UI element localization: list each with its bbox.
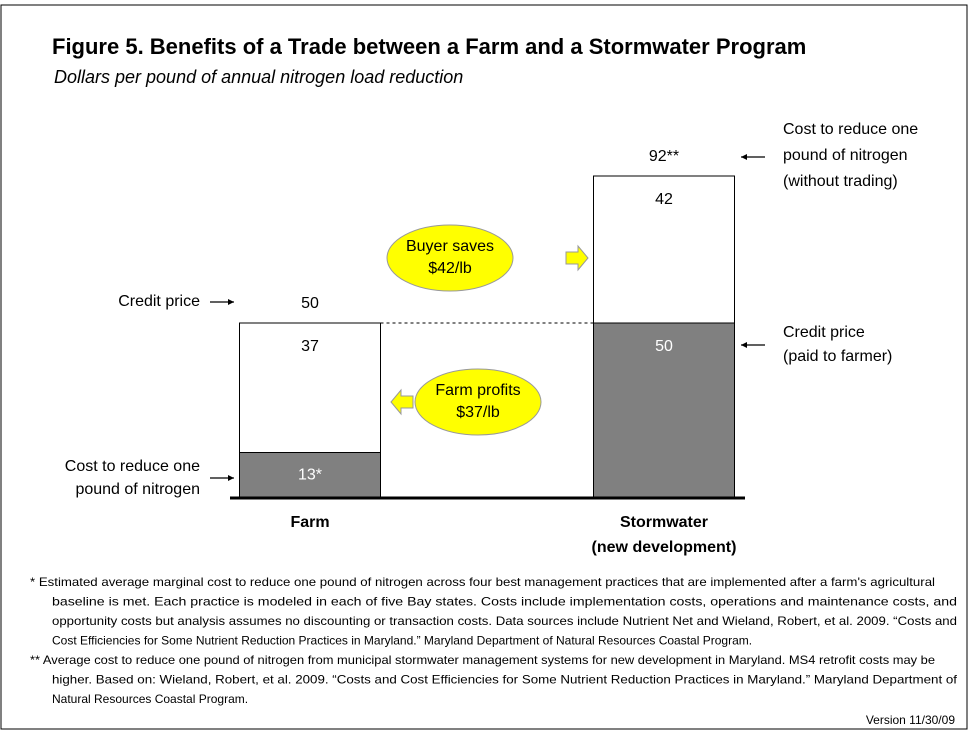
- x-tick-label: Stormwater (new development): [592, 514, 737, 556]
- x-tick-label: Farm: [290, 514, 329, 531]
- annotation: $42/lb: [428, 260, 472, 277]
- footnote: Cost Efficiencies for Some Nutrient Redu…: [52, 634, 752, 648]
- value-label: 42: [655, 191, 673, 208]
- annotation: $37/lb: [456, 404, 500, 421]
- value-label: 37: [301, 338, 319, 355]
- callout: [414, 368, 542, 436]
- value-label: 50: [655, 338, 673, 355]
- frame: [0, 4, 968, 730]
- footnote: baseline is met. Each practice is modele…: [52, 595, 957, 609]
- annotation: Cost to reduce one: [65, 458, 200, 475]
- footnote: higher. Based on: Wieland, Robert, et al…: [52, 673, 958, 687]
- version: Version 11/30/09: [866, 713, 956, 727]
- bar-segment: [239, 322, 381, 453]
- total-label: 50: [301, 295, 319, 312]
- annotation: Credit price: [783, 324, 865, 341]
- arrow-head: [741, 342, 747, 348]
- arrow-head: [741, 154, 747, 160]
- annotation: (paid to farmer): [783, 348, 892, 365]
- block-arrow: [565, 244, 589, 272]
- footnote: Natural Resources Coastal Program.: [52, 692, 248, 706]
- callout: [386, 224, 514, 292]
- block-arrow: [390, 388, 414, 416]
- chart-title: Figure 5. Benefits of a Trade between a …: [52, 34, 806, 59]
- bar-segment: [593, 175, 735, 324]
- annotation: pound of nitrogen: [75, 481, 200, 498]
- chart-subtitle: Dollars per pound of annual nitrogen loa…: [54, 67, 463, 87]
- total-label: 92**: [649, 148, 679, 165]
- footnote: * Estimated average marginal cost to red…: [30, 575, 935, 589]
- value-label: 13*: [298, 466, 322, 483]
- arrow-head: [228, 299, 234, 305]
- arrow-head: [228, 475, 234, 481]
- annotation: pound of nitrogen: [783, 147, 908, 164]
- annotation: Credit price: [118, 293, 200, 310]
- annotation: (without trading): [783, 173, 898, 190]
- footnote: ** Average cost to reduce one pound of n…: [30, 653, 935, 667]
- footnote: opportunity costs but analysis assumes n…: [52, 614, 957, 628]
- annotation: Cost to reduce one: [783, 121, 918, 138]
- annotation: Farm profits: [435, 382, 520, 399]
- annotation: Buyer saves: [406, 238, 494, 255]
